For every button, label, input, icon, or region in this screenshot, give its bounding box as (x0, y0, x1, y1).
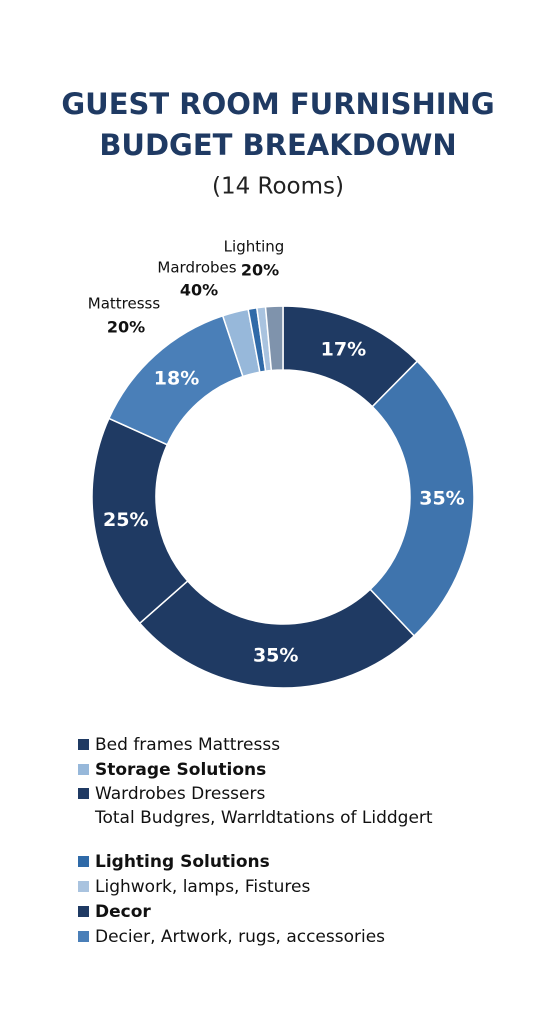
legend-label: Bed frames Mattresss (95, 735, 280, 755)
annotation-value: 20% (241, 261, 279, 280)
annotation-value: 20% (107, 318, 145, 337)
annotation-value: 40% (180, 281, 218, 300)
legend-label: Decier, Artwork, rugs, accessories (95, 927, 385, 947)
legend-marker (78, 764, 89, 775)
legend-label: Lighting Solutions (95, 852, 270, 872)
legend-marker (78, 856, 89, 867)
legend-label: Lighwork, lamps, Fistures (95, 877, 310, 897)
segment-label: 35% (419, 487, 464, 509)
chart-title: GUEST ROOM FURNISHING (61, 87, 494, 121)
donut-segment (264, 305, 284, 372)
legend-marker (78, 788, 89, 799)
legend-label: Wardrobes Dressers (95, 784, 265, 804)
donut-segment (138, 579, 416, 689)
legend-marker (78, 931, 89, 942)
chart-subtitle: (14 Rooms) (212, 174, 344, 200)
legend-marker (78, 906, 89, 917)
annotation-label: Mattresss (88, 295, 161, 313)
legend-label: Storage Solutions (95, 760, 266, 780)
segment-label: 18% (154, 367, 199, 389)
annotation-label: Lighting (224, 238, 285, 256)
chart-title: BUDGET BREAKDOWN (99, 128, 456, 162)
donut-segment (369, 360, 475, 637)
legend-marker (78, 881, 89, 892)
segment-label: 17% (321, 338, 366, 360)
legend-label: Total Budgres, Warrldtations of Liddgert (94, 808, 433, 828)
segment-label: 35% (253, 644, 298, 666)
legend-marker (78, 739, 89, 750)
annotation-label: Mardrobes (157, 259, 236, 277)
legend-label: Decor (95, 902, 151, 922)
segment-label: 25% (103, 509, 148, 531)
